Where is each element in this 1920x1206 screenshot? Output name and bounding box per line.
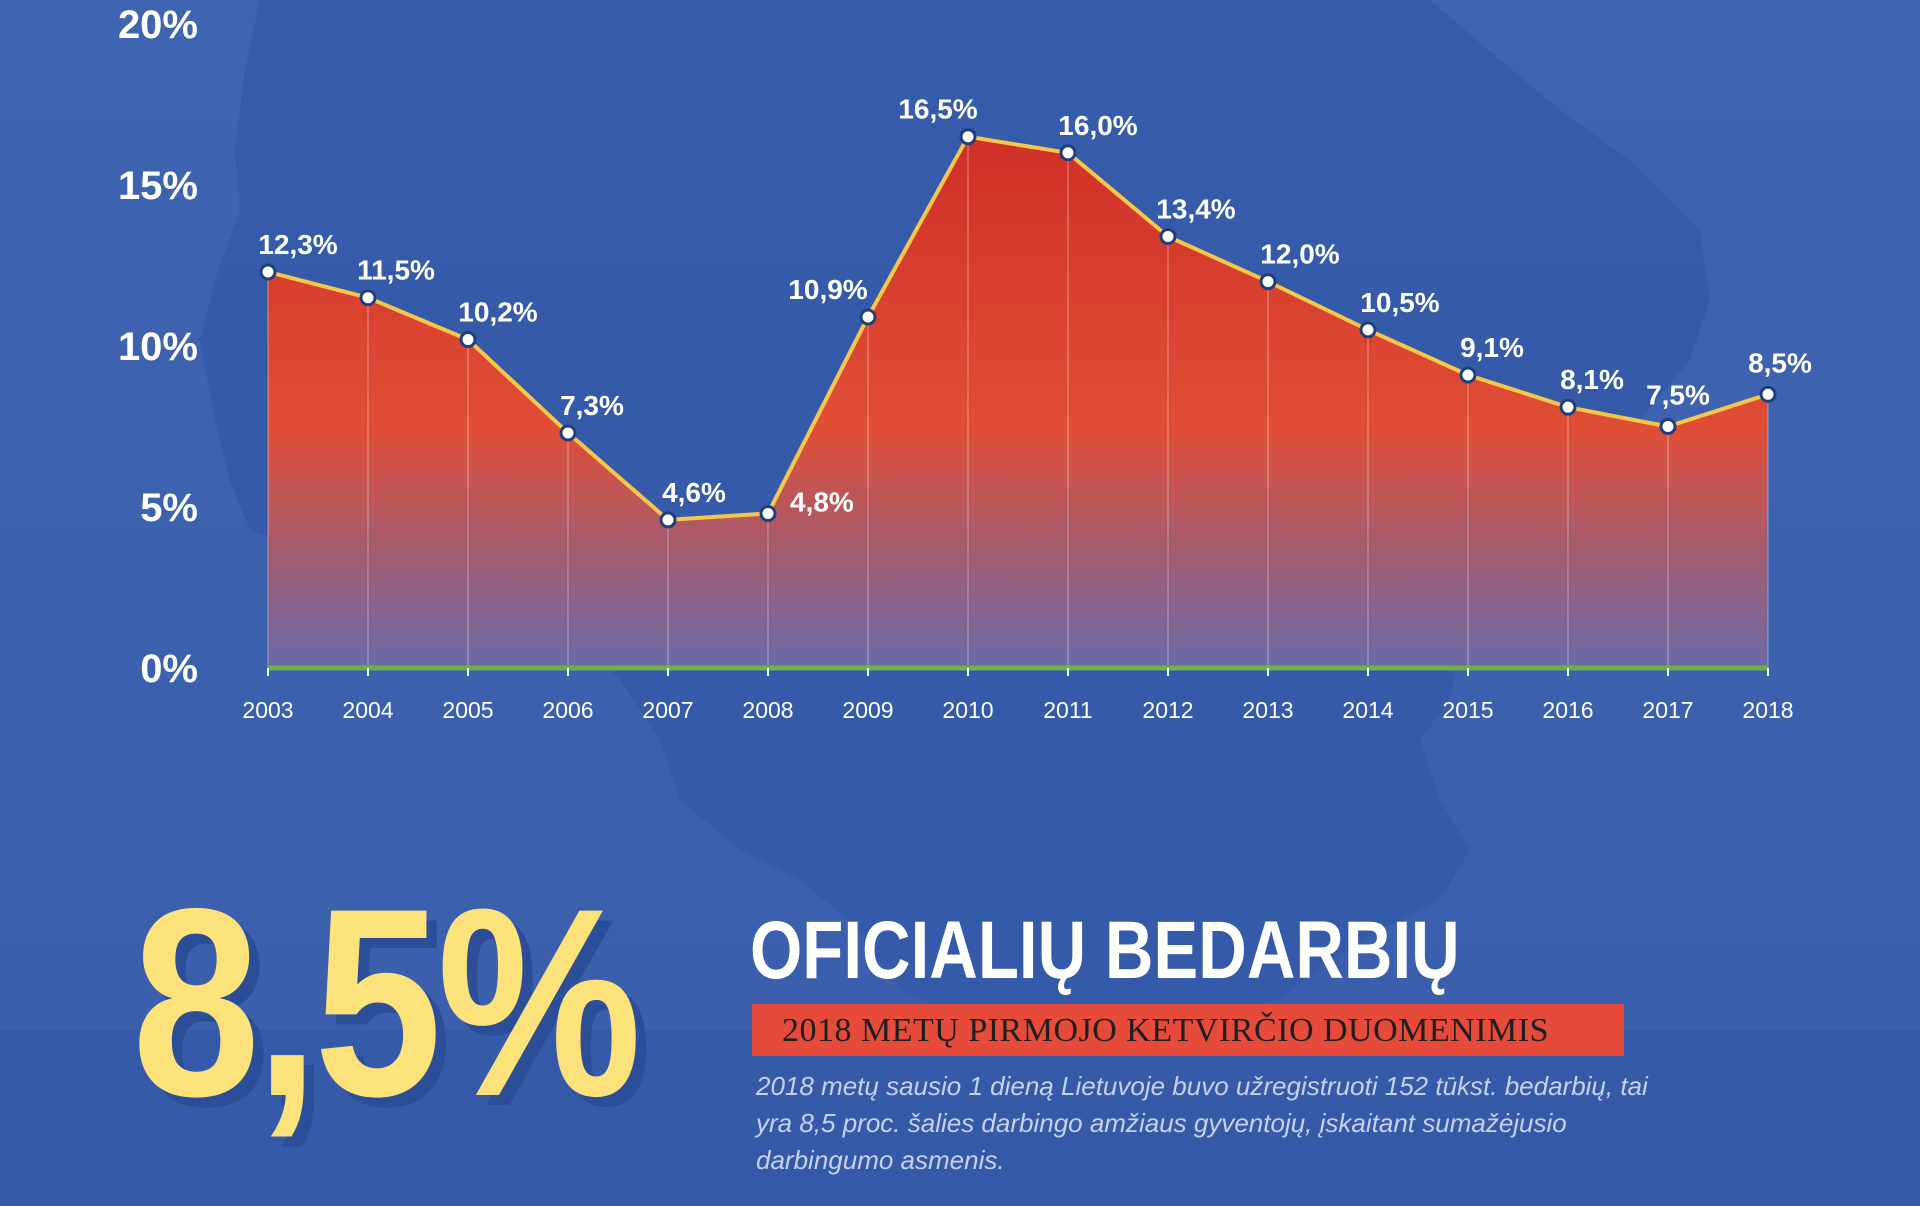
drop-lines — [267, 136, 1769, 668]
y-axis: 0% 5% 10% 15% 20% — [118, 3, 198, 691]
chart-area-fill — [268, 136, 1768, 668]
data-point — [459, 331, 477, 349]
data-label: 11,5% — [357, 255, 435, 286]
data-label: 8,5% — [1748, 347, 1812, 378]
data-point — [1659, 418, 1677, 435]
y-tick-label: 0% — [140, 647, 198, 691]
data-label: 10,9% — [788, 274, 867, 305]
x-tick-label: 2005 — [442, 697, 493, 723]
data-label: 16,5% — [898, 94, 977, 125]
headline-description: 2018 metų sausio 1 dieną Lietuvoje buvo … — [756, 1071, 1648, 1175]
data-point — [559, 424, 577, 442]
data-points — [259, 128, 1777, 529]
data-label: 4,8% — [790, 486, 854, 517]
data-point — [759, 504, 777, 522]
x-tick-label: 2008 — [742, 697, 793, 723]
data-label: 7,3% — [560, 390, 624, 421]
data-labels: 12,3% 11,5% 10,2% 7,3% 4,6% 4,8% 10,9% 16,5% 16,… — [258, 94, 1812, 518]
data-label: 10,2% — [458, 297, 537, 328]
data-label: 9,1% — [1460, 332, 1524, 363]
data-label: 12,3% — [258, 229, 337, 260]
x-tick-label: 2017 — [1642, 697, 1693, 723]
x-tick-label: 2004 — [342, 697, 393, 723]
x-axis: 2003 2004 2005 2006 2007 2008 2009 2010 2011 2012… — [242, 668, 1794, 723]
data-point — [659, 511, 677, 529]
x-tick-label: 2018 — [1742, 697, 1793, 723]
data-point — [959, 128, 977, 146]
data-point — [259, 263, 277, 281]
data-label: 16,0% — [1058, 110, 1137, 141]
x-tick-label: 2014 — [1342, 697, 1393, 723]
headline-title: OFICIALIŲ BEDARBIŲ — [750, 905, 1460, 996]
subtitle-banner: 2018 METŲ PIRMOJO KETVIRČIO DUOMENIMIS — [752, 1004, 1624, 1056]
y-tick-label: 5% — [140, 486, 198, 530]
data-point — [1259, 273, 1277, 291]
x-tick-label: 2012 — [1142, 697, 1193, 723]
data-point — [1759, 385, 1777, 403]
data-label: 10,5% — [1360, 287, 1439, 318]
x-tick-label: 2003 — [242, 697, 293, 723]
data-point — [1559, 398, 1577, 416]
x-tick-label: 2007 — [642, 697, 693, 723]
headline-subtitle: 2018 METŲ PIRMOJO KETVIRČIO DUOMENIMIS — [782, 1012, 1549, 1049]
x-tick-label: 2010 — [942, 697, 993, 723]
x-tick-label: 2006 — [542, 697, 593, 723]
y-tick-label: 15% — [118, 164, 198, 208]
data-label: 7,5% — [1646, 380, 1710, 411]
y-tick-label: 20% — [118, 3, 198, 47]
data-label: 12,0% — [1260, 239, 1339, 270]
x-tick-label: 2011 — [1043, 697, 1092, 723]
x-tick-label: 2016 — [1542, 697, 1593, 723]
x-tick-label: 2013 — [1242, 697, 1293, 723]
data-point — [359, 289, 377, 307]
series-line — [267, 134, 1769, 522]
data-label: 13,4% — [1156, 194, 1235, 225]
data-point — [1159, 228, 1177, 246]
data-point — [1359, 321, 1377, 339]
x-tick-label: 2009 — [842, 697, 893, 723]
data-point — [859, 308, 877, 326]
x-tick-label: 2015 — [1442, 697, 1493, 723]
data-label: 8,1% — [1560, 364, 1624, 395]
y-tick-label: 10% — [118, 325, 198, 369]
headline-big-value: 8,5% — [132, 852, 642, 1152]
data-label: 4,6% — [662, 477, 726, 508]
data-point — [1459, 366, 1477, 384]
data-point — [1059, 144, 1077, 162]
